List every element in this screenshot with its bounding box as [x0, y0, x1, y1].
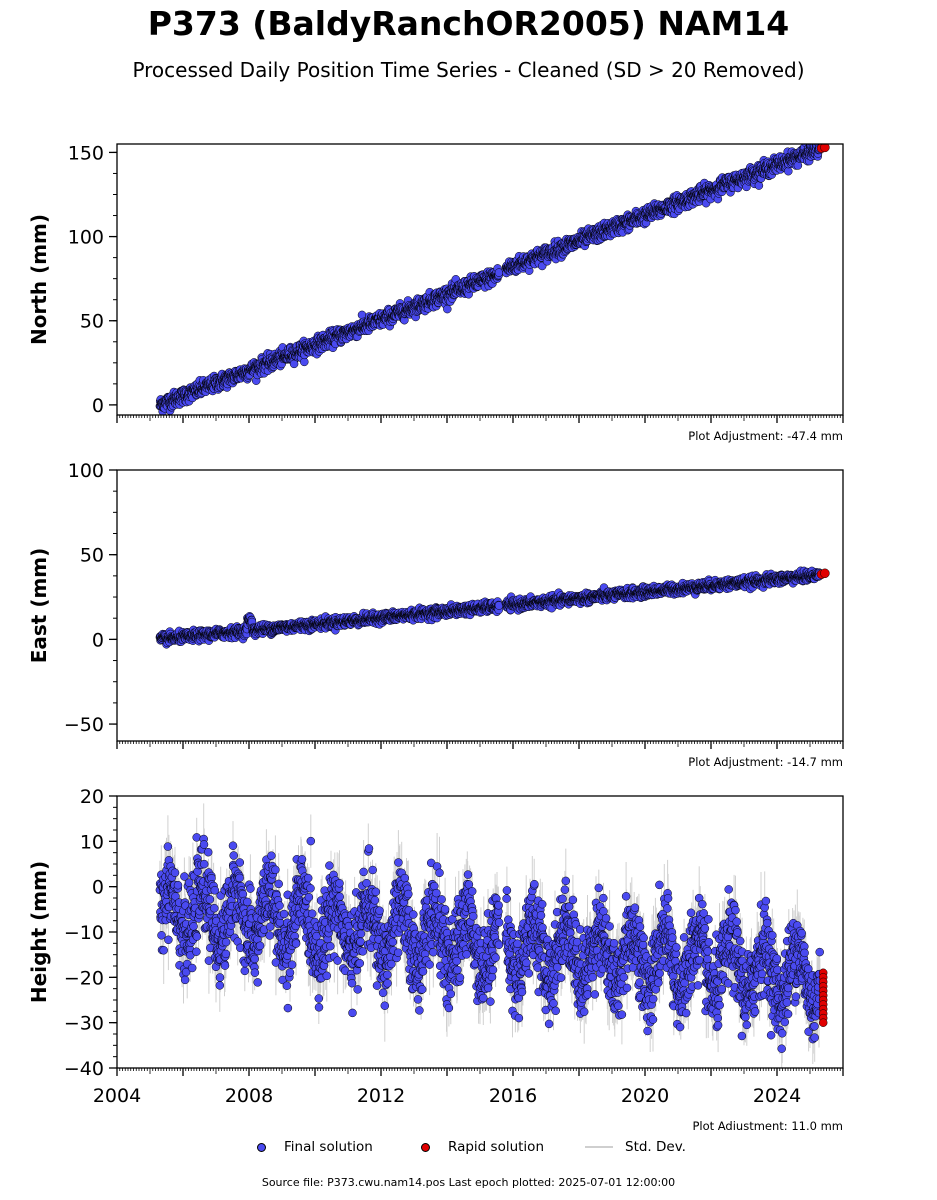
- final-solution-points: [155, 144, 824, 415]
- chart-title: P373 (BaldyRanchOR2005) NAM14: [147, 4, 790, 43]
- y-tick-label: 100: [68, 227, 104, 249]
- plot-area: [155, 566, 830, 649]
- final-point: [443, 304, 452, 314]
- y-axis-label: North (mm): [27, 214, 51, 345]
- plot-adjustment-note: Plot Adjustment: -47.4 mm: [688, 429, 843, 443]
- chart-subtitle: Processed Daily Position Time Series - C…: [132, 58, 805, 82]
- final-point: [784, 166, 793, 176]
- final-point: [754, 181, 764, 190]
- y-tick-label: 50: [80, 311, 104, 333]
- rapid-point: [820, 144, 830, 153]
- rapid-solution-points: [816, 144, 830, 153]
- plot-area: [155, 144, 830, 415]
- time-series-charts: 0 50 100 150 North (mm) Plot Adjustment: -47.…: [27, 142, 844, 1130]
- y-tick-label: 150: [68, 142, 104, 164]
- panel-0: 0 50 100 150 North (mm) Plot Adjustment: -47.…: [27, 142, 844, 443]
- y-tick-label: 0: [92, 395, 104, 417]
